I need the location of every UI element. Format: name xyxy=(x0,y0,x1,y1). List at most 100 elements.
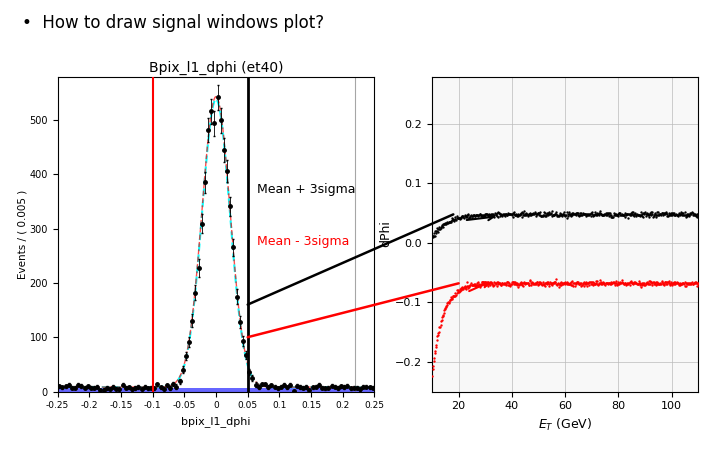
Point xyxy=(539,283,550,290)
Point xyxy=(474,210,486,217)
Point xyxy=(682,280,693,287)
Point xyxy=(455,286,467,293)
Point xyxy=(452,289,464,296)
Point xyxy=(634,212,646,220)
Point xyxy=(642,211,654,218)
Point xyxy=(497,212,508,220)
Point xyxy=(505,280,517,287)
Point xyxy=(494,211,505,218)
Point xyxy=(495,212,506,220)
Point xyxy=(581,282,593,289)
Point xyxy=(434,323,446,330)
Point xyxy=(607,213,618,220)
Point xyxy=(442,298,454,305)
Point xyxy=(685,279,697,287)
Point xyxy=(483,280,495,287)
Point xyxy=(526,211,538,218)
Point xyxy=(546,279,558,287)
Point xyxy=(486,210,498,217)
Point xyxy=(604,211,616,218)
Point xyxy=(572,210,583,217)
Point xyxy=(562,280,574,288)
Point xyxy=(539,280,551,287)
Point xyxy=(688,280,699,288)
Bar xyxy=(361,387,365,392)
Point xyxy=(528,208,540,216)
Bar xyxy=(105,387,108,392)
Point xyxy=(484,282,495,289)
Point xyxy=(640,211,652,218)
Point xyxy=(467,215,478,222)
Point xyxy=(590,212,602,219)
Point xyxy=(502,281,513,288)
Point xyxy=(675,211,686,218)
Point xyxy=(426,372,438,379)
Point xyxy=(508,210,520,217)
Point xyxy=(688,279,699,287)
Point xyxy=(498,279,510,287)
Point xyxy=(448,217,459,224)
Bar xyxy=(333,387,336,392)
Point xyxy=(572,279,583,287)
Point xyxy=(446,216,457,224)
Point xyxy=(638,281,649,288)
Point xyxy=(604,279,616,287)
Point xyxy=(448,292,459,299)
Point xyxy=(458,283,469,290)
Point xyxy=(495,282,507,289)
Point xyxy=(512,212,523,219)
Point xyxy=(480,210,492,217)
Point xyxy=(535,278,546,285)
Point xyxy=(450,216,462,223)
Point xyxy=(536,213,547,220)
Point xyxy=(613,210,625,217)
Point xyxy=(484,212,495,219)
Point xyxy=(567,279,579,286)
Point xyxy=(621,210,633,217)
Point xyxy=(644,212,655,219)
Point xyxy=(493,280,505,287)
Point xyxy=(567,209,579,216)
Point xyxy=(595,210,606,217)
Point xyxy=(646,279,657,286)
Point xyxy=(675,280,687,288)
Point xyxy=(550,276,562,283)
Point xyxy=(480,282,491,289)
Point xyxy=(662,278,674,285)
Point xyxy=(549,211,561,218)
Point xyxy=(642,281,654,288)
Point xyxy=(662,212,674,219)
Point xyxy=(481,281,492,288)
Point xyxy=(516,278,527,285)
Point xyxy=(645,279,657,286)
Point xyxy=(487,281,499,288)
Point xyxy=(485,279,497,286)
Point xyxy=(521,279,532,287)
Point xyxy=(531,278,543,285)
Point xyxy=(611,281,623,288)
Point xyxy=(545,280,557,287)
Bar xyxy=(318,387,320,392)
Point xyxy=(441,301,453,308)
Bar xyxy=(118,387,121,392)
Bar xyxy=(229,387,232,392)
Point xyxy=(631,280,643,288)
Point xyxy=(590,281,601,288)
Point xyxy=(512,283,523,290)
Point xyxy=(576,279,588,286)
Point xyxy=(453,287,464,294)
Point xyxy=(503,210,515,217)
Point xyxy=(575,209,587,216)
Point xyxy=(457,286,469,293)
Bar xyxy=(184,387,187,392)
Point xyxy=(520,211,531,218)
Point xyxy=(588,211,600,218)
Point xyxy=(491,210,503,217)
Point xyxy=(636,212,648,219)
Point xyxy=(603,279,614,287)
Point xyxy=(448,216,459,224)
Point xyxy=(578,211,590,218)
Point xyxy=(610,211,621,218)
Point xyxy=(588,280,600,287)
Bar xyxy=(295,387,298,392)
